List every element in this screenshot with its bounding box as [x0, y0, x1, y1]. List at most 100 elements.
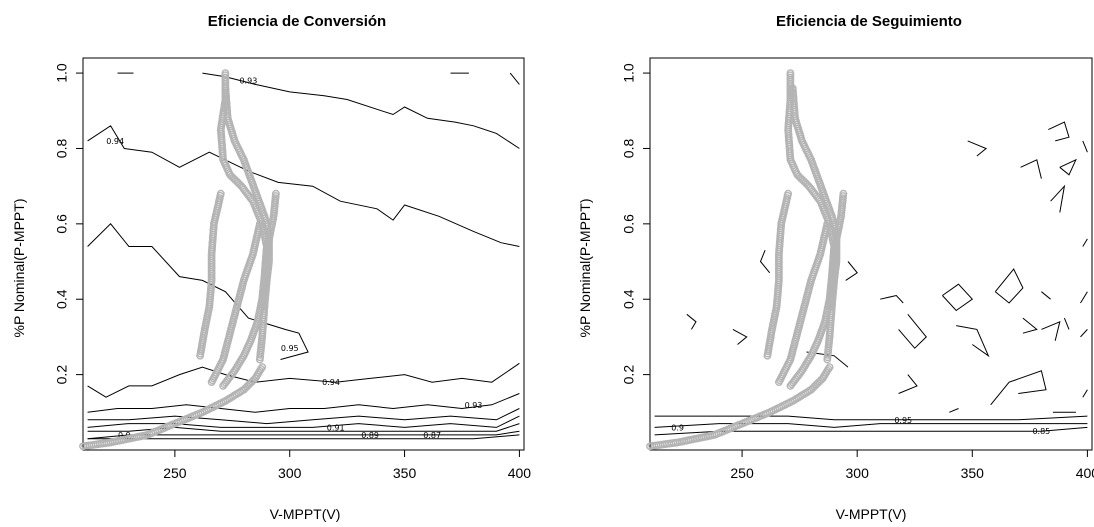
contour-label: 0.85 [1032, 427, 1050, 436]
contour-label: 0.89 [361, 431, 379, 440]
y-tick-label: 0.6 [621, 214, 637, 234]
plot-area: 0.95 0.9 0.85 [646, 69, 1088, 451]
y-tick-label: 1.0 [621, 63, 637, 83]
contour-line [1020, 159, 1042, 179]
contour-line [87, 125, 520, 247]
chart-title: Eficiencia de Conversión [208, 13, 386, 30]
x-tick-label: 400 [1076, 465, 1094, 481]
contour-label: 0.93 [239, 77, 257, 86]
chart-panel-tracking: Eficiencia de Seguimiento 0.95 0.9 0.85 25… [577, 13, 1094, 522]
y-tick-label: 0.4 [621, 289, 637, 309]
x-axis: 250 300 350 400 V-MPPT(V) [163, 450, 531, 522]
contour-line [654, 423, 1088, 428]
contour-line [1082, 389, 1088, 398]
x-tick-label: 300 [846, 465, 870, 481]
x-tick-label: 250 [163, 465, 187, 481]
contour-label: 0.95 [894, 416, 912, 425]
data-point [787, 380, 796, 389]
contour-line [898, 313, 927, 349]
contour-line [898, 374, 918, 394]
contour-line [759, 250, 771, 274]
contour-label: 0.95 [281, 344, 299, 353]
contour-line [967, 140, 988, 157]
data-point [786, 382, 795, 390]
data-point [258, 302, 267, 311]
y-tick-label: 0.2 [54, 365, 70, 385]
x-axis: 250 300 350 400 V-MPPT(V) [730, 450, 1094, 522]
contour-label: 0.94 [106, 137, 124, 146]
y-ticks: 0.2 0.4 0.6 0.8 1.0 [54, 63, 83, 384]
x-ticks: 250 300 350 400 [163, 450, 531, 481]
data-point [207, 378, 216, 387]
data-point [79, 442, 87, 451]
plot-frame [82, 57, 525, 451]
contour-line [1059, 158, 1077, 176]
contour-line [1050, 184, 1066, 213]
contour-line [880, 294, 904, 304]
data-point [763, 351, 772, 360]
contour-line [956, 325, 990, 358]
contour-label: 0.93 [465, 401, 483, 410]
contour-line [87, 393, 520, 413]
y-axis: 0.2 0.4 0.6 0.8 1.0 %P Nominal(P-MPPT) [11, 63, 83, 384]
contour-label: 0.9 [671, 423, 684, 432]
y-axis-label: %P Nominal(P-MPPT) [577, 199, 593, 338]
data-point [219, 382, 228, 390]
contour-line [87, 362, 520, 398]
data-point [775, 378, 783, 387]
contour-line [87, 434, 520, 440]
y-tick-label: 0.4 [54, 289, 70, 309]
contour-label: 0.91 [327, 423, 345, 432]
data-point [255, 355, 264, 364]
data-point [823, 355, 832, 364]
contour-line [654, 415, 1088, 421]
data-point [196, 351, 205, 360]
contour-line [1041, 320, 1061, 341]
contour-label: 0.9 [118, 431, 131, 440]
contour-line [87, 223, 309, 360]
y-axis-label: %P Nominal(P-MPPT) [11, 199, 27, 338]
contour-line [87, 415, 520, 428]
x-axis-label: V-MPPT(V) [836, 506, 907, 522]
contour-line [732, 328, 748, 345]
x-tick-label: 350 [393, 465, 417, 481]
y-tick-label: 1.0 [54, 63, 70, 83]
contour-line [1048, 121, 1070, 142]
data-point [825, 302, 834, 311]
contour-line [990, 370, 1047, 406]
contour-line [87, 430, 520, 440]
contour-label: 0.94 [322, 378, 340, 387]
contour-line [1082, 238, 1088, 247]
y-tick-label: 0.6 [54, 214, 70, 234]
contour-line [686, 313, 697, 330]
plot-area: 0.93 0.94 0.95 0.94 0.93 0.91 0.89 0.87 0.9 [79, 69, 520, 451]
y-axis: 0.2 0.4 0.6 0.8 1.0 %P Nominal(P-MPPT) [577, 63, 650, 384]
x-axis-label: V-MPPT(V) [270, 506, 341, 522]
contour-line [942, 283, 974, 312]
contour-line [949, 408, 959, 413]
chart-title: Eficiencia de Seguimiento [776, 13, 962, 30]
x-tick-label: 350 [961, 465, 985, 481]
x-ticks: 250 300 350 400 [730, 450, 1094, 481]
plot-frame [649, 57, 1093, 451]
x-tick-label: 250 [730, 465, 754, 481]
contour-line [994, 268, 1024, 304]
contour-label: 0.87 [423, 431, 441, 440]
contour-line [1082, 140, 1088, 153]
contour-line [1080, 291, 1088, 304]
chart-panel-conversion: Eficiencia de Conversión 0.930.940.950.9… [11, 13, 531, 522]
contour-line [845, 261, 858, 281]
data-point [646, 442, 654, 451]
x-tick-label: 400 [508, 465, 532, 481]
contour-line [87, 408, 520, 425]
contour-line [1063, 317, 1070, 330]
contour-line [1041, 291, 1051, 300]
contour-line [202, 72, 520, 149]
contour-line [1080, 329, 1088, 338]
data-point [220, 380, 229, 389]
y-tick-label: 0.2 [621, 365, 637, 385]
contour-line [509, 72, 520, 85]
x-tick-label: 300 [278, 465, 302, 481]
y-tick-label: 0.8 [621, 139, 637, 159]
